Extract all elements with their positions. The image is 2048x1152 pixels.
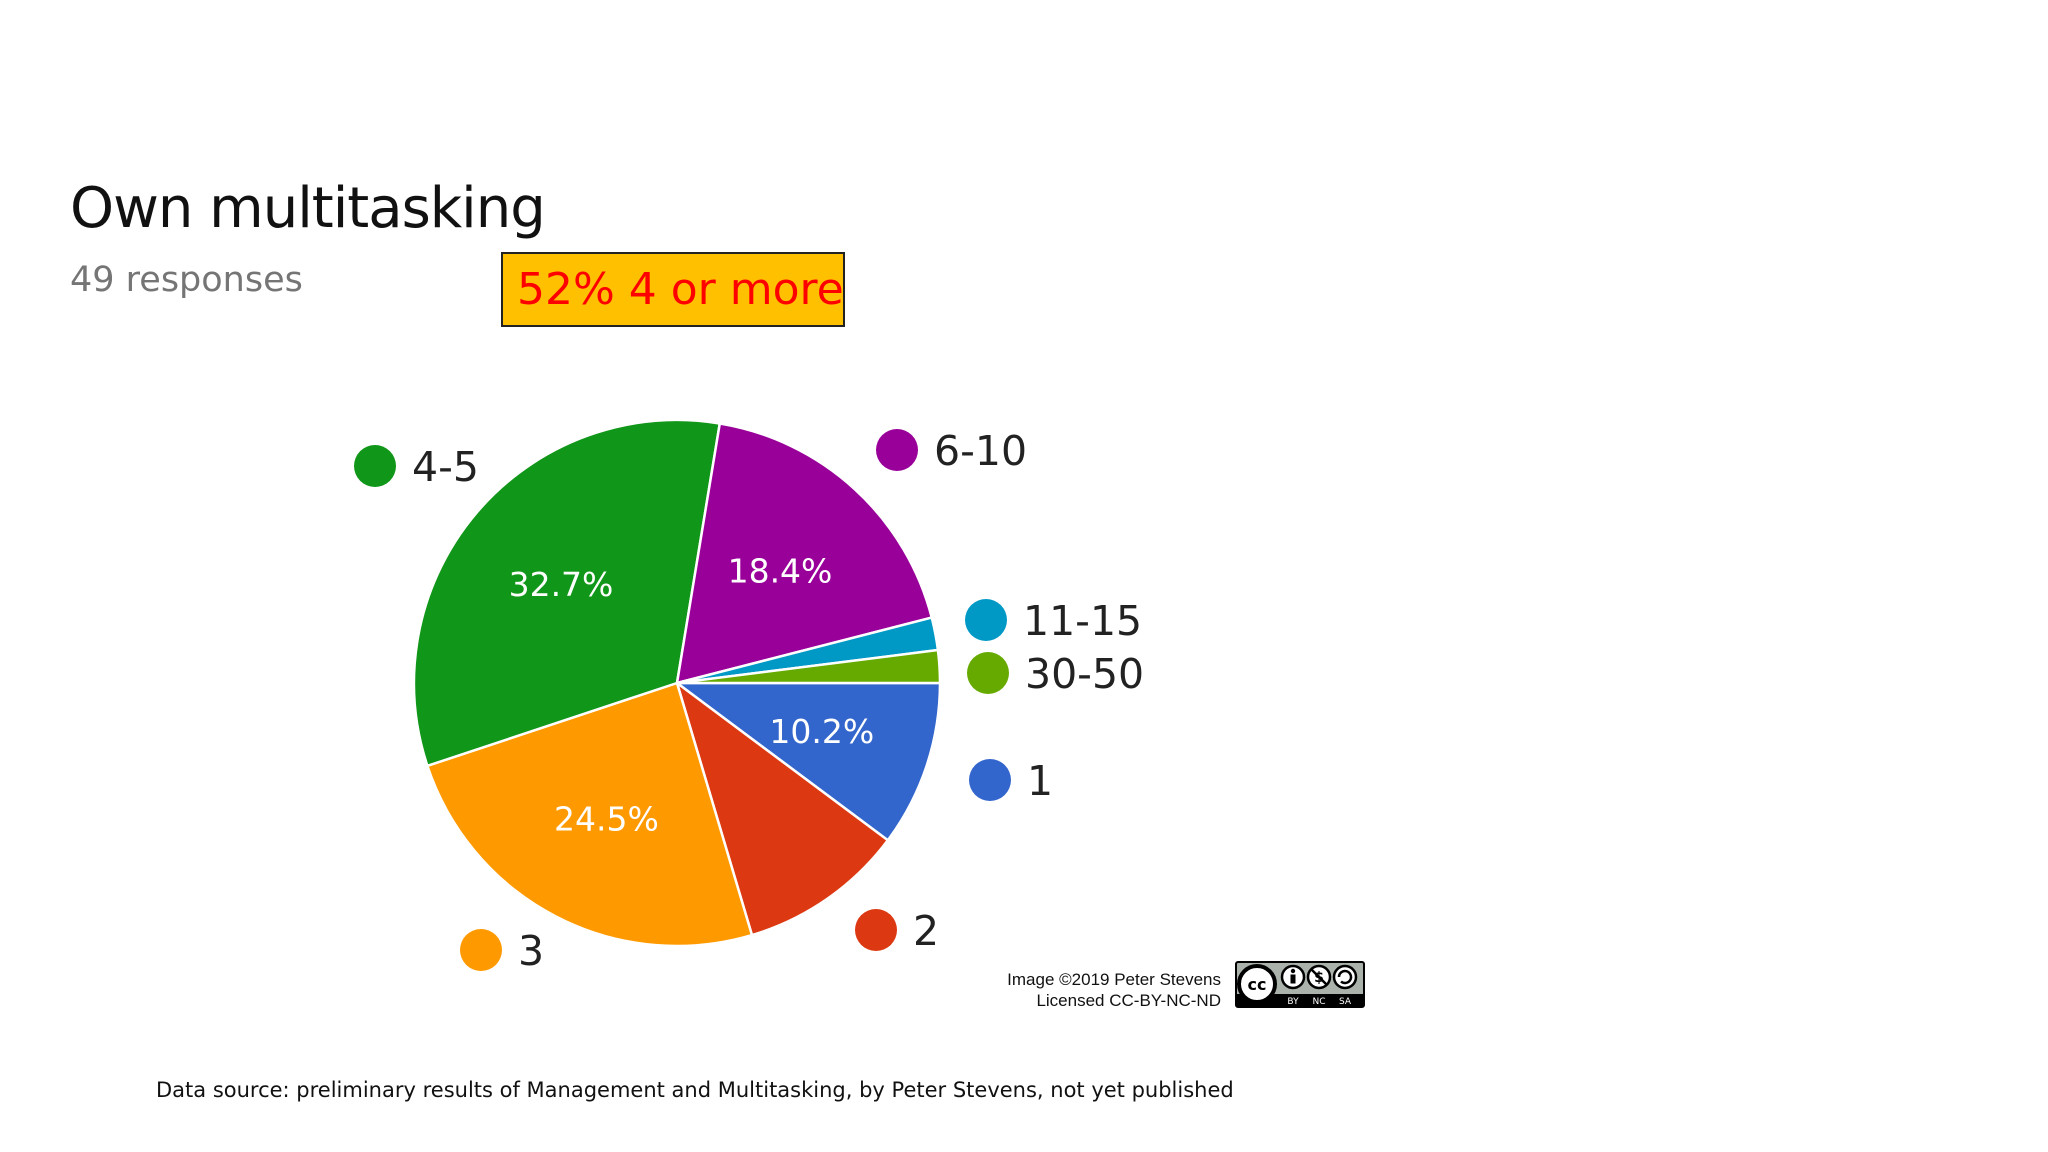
image-credit: Image ©2019 Peter Stevens Licensed CC-BY… bbox=[1007, 969, 1221, 1011]
legend-marker-6-10 bbox=[876, 429, 918, 471]
cc-license-badge-icon: cc $ BY NC SA bbox=[1235, 961, 1365, 1008]
callout-box: 52% 4 or more bbox=[501, 252, 845, 327]
legend-label-2: 2 bbox=[913, 907, 939, 955]
pie-slice-1 bbox=[675, 681, 942, 842]
legend-marker-2 bbox=[855, 909, 897, 951]
cc-letters: cc bbox=[1248, 975, 1267, 994]
legend-marker-30-50 bbox=[967, 652, 1009, 694]
data-label-4-5: 32.7% bbox=[509, 565, 614, 604]
legend-label-4-5: 4-5 bbox=[412, 443, 479, 491]
legend-label-6-10: 6-10 bbox=[934, 427, 1027, 475]
data-source-note: Data source: preliminary results of Mana… bbox=[156, 1078, 1234, 1102]
legend-marker-11-15 bbox=[965, 599, 1007, 641]
data-label-3: 24.5% bbox=[554, 799, 659, 838]
pie-slice-4-5 bbox=[412, 418, 722, 768]
data-label-6-10: 18.4% bbox=[728, 551, 833, 590]
pie-slices bbox=[412, 418, 942, 948]
credit-line-2: Licensed CC-BY-NC-ND bbox=[1036, 991, 1221, 1010]
pie-slice-3 bbox=[426, 681, 754, 948]
legend-label-30-50: 30-50 bbox=[1025, 650, 1144, 698]
legend-label-1: 1 bbox=[1027, 757, 1053, 805]
cc-nc: NC bbox=[1312, 997, 1325, 1007]
credit-line-1: Image ©2019 Peter Stevens bbox=[1007, 970, 1221, 989]
legend-label-3: 3 bbox=[518, 927, 544, 975]
cc-by: BY bbox=[1287, 997, 1299, 1007]
legend-marker-4-5 bbox=[354, 445, 396, 487]
pie-data-labels: 10.2% 24.5% 32.7% 18.4% bbox=[509, 551, 875, 838]
legend-label-11-15: 11-15 bbox=[1023, 597, 1142, 645]
pie-slice-2 bbox=[675, 681, 890, 937]
pie-slice-6-10 bbox=[675, 422, 933, 685]
chart-subtitle: 49 responses bbox=[70, 260, 303, 300]
pie-legend: 1 2 3 4-5 6-10 11-15 30-50 bbox=[354, 427, 1144, 975]
cc-sa: SA bbox=[1339, 997, 1352, 1007]
chart-title: Own multitasking bbox=[70, 176, 546, 241]
legend-marker-1 bbox=[969, 759, 1011, 801]
legend-marker-3 bbox=[460, 929, 502, 971]
pie-slice-30-50 bbox=[675, 648, 942, 685]
data-label-1: 10.2% bbox=[769, 712, 874, 751]
